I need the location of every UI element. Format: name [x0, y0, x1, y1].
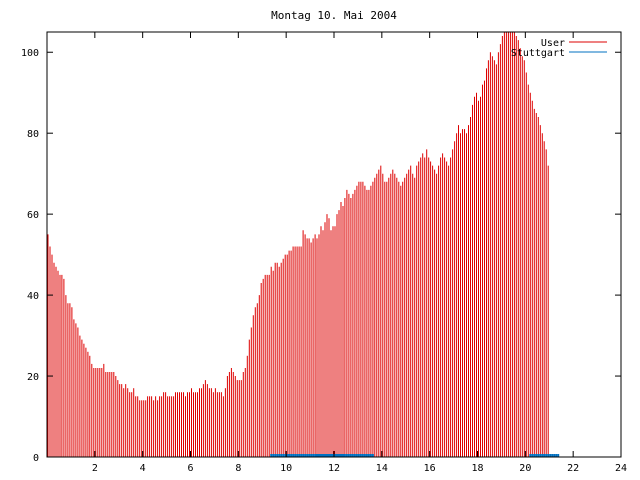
legend: User Stuttgart — [511, 38, 607, 59]
x-tick-label: 10 — [280, 463, 292, 474]
legend-label-user: User — [541, 38, 565, 49]
y-tick-label: 100 — [21, 48, 39, 59]
x-tick-label: 24 — [615, 463, 627, 474]
x-tick-label: 20 — [519, 463, 531, 474]
y-tick-label: 40 — [27, 291, 39, 302]
y-tick-label: 60 — [27, 210, 39, 221]
x-tick-label: 8 — [235, 463, 241, 474]
x-tick-label: 18 — [471, 463, 483, 474]
y-tick-label: 80 — [27, 129, 39, 140]
x-tick-label: 16 — [424, 463, 436, 474]
x-tick-label: 4 — [140, 463, 146, 474]
y-tick-label: 20 — [27, 372, 39, 383]
plot-bars — [47, 32, 560, 457]
x-tick-label: 12 — [328, 463, 340, 474]
x-tick-label: 14 — [376, 463, 388, 474]
x-tick-label: 2 — [92, 463, 98, 474]
y-tick-label: 0 — [33, 453, 39, 464]
x-tick-label: 6 — [187, 463, 193, 474]
chart-title: Montag 10. Mai 2004 — [271, 9, 397, 22]
plot-frame — [46, 31, 622, 458]
x-tick-label: 22 — [567, 463, 579, 474]
legend-label-stuttgart: Stuttgart — [511, 48, 565, 59]
